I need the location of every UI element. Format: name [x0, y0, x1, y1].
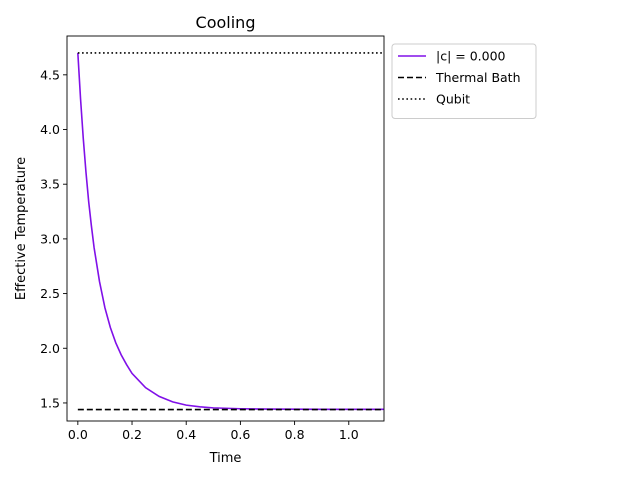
plot-frame [66, 35, 385, 422]
y-tick-label: 3.5 [40, 177, 60, 192]
series-line-0 [77, 52, 384, 411]
x-tick-label: 0.0 [68, 427, 88, 442]
y-tick-label: 4.0 [40, 122, 60, 137]
legend-label-1: Thermal Bath [435, 70, 521, 85]
y-tick-label: 3.0 [40, 231, 60, 246]
x-tick-label: 0.8 [285, 427, 305, 442]
plot-area: 0.0 0.2 0.4 0.6 0.8 1.0 1.5 2.0 2.5 3.0 3.5 4.0 4.5 [40, 35, 385, 442]
legend-label-2: Qubit [436, 92, 470, 107]
x-tick-label: 0.4 [176, 427, 196, 442]
y-tick-label: 4.5 [40, 67, 60, 82]
y-tick-label: 2.0 [40, 341, 60, 356]
chart-title: Cooling [196, 13, 256, 32]
legend-frame [391, 43, 537, 119]
y-tick-label: 1.5 [40, 395, 60, 410]
x-tick-label: 0.6 [230, 427, 250, 442]
legend-label-0: |c| = 0.000 [436, 49, 506, 64]
x-tick-label: 1.0 [339, 427, 359, 442]
y-tick-label: 2.5 [40, 286, 60, 301]
x-axis-label: Time [209, 451, 242, 466]
x-tick-label: 0.2 [122, 427, 142, 442]
y-axis-label: Effective Temperature [14, 157, 29, 300]
legend: |c| = 0.000 Thermal Bath Qubit [391, 43, 537, 119]
